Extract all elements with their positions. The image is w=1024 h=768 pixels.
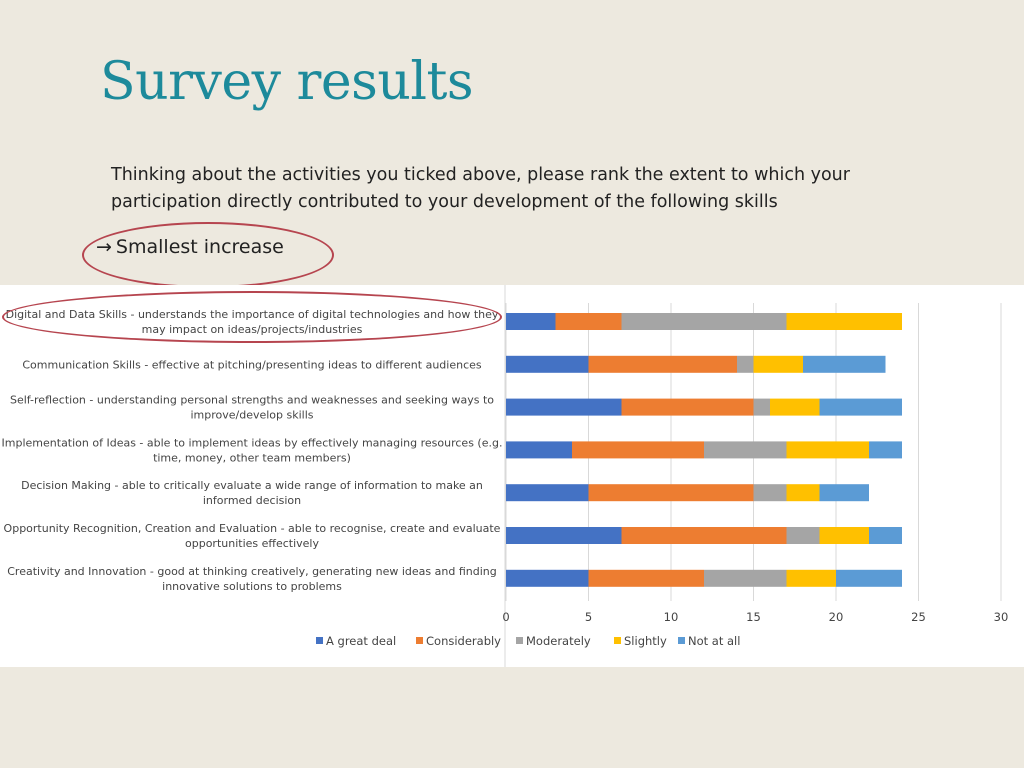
highlight-ellipse-digital-skills [2, 291, 502, 343]
legend-entry: Considerably [426, 634, 501, 648]
legend-entry: Slightly [624, 634, 667, 648]
bar-segment [803, 355, 886, 373]
category-label: improve/develop skills [190, 409, 313, 422]
bar-segment [786, 441, 869, 459]
bar-segment [506, 355, 589, 373]
legend-swatch [516, 637, 523, 644]
survey-question: Thinking about the activities you ticked… [111, 165, 850, 212]
x-tick-label: 20 [829, 610, 844, 624]
category-label: Implementation of Ideas - able to implem… [2, 436, 503, 449]
bar-segment [621, 398, 754, 416]
bar-segment [506, 484, 589, 502]
category-label: Decision Making - able to critically eva… [21, 479, 483, 492]
category-label: Self-reflection - understanding personal… [10, 394, 494, 407]
bar-segment [555, 313, 622, 330]
bar-segment [704, 441, 787, 459]
legend-entry: A great deal [326, 634, 396, 648]
bar-segment [786, 569, 836, 587]
bar-segment [506, 398, 622, 416]
bar-segment [753, 398, 770, 416]
bar-segment [506, 313, 556, 330]
bar-segment [819, 484, 869, 502]
bar-segment [704, 569, 787, 587]
bar-segment [819, 527, 869, 544]
legend-entry: Moderately [526, 634, 591, 648]
category-label: Creativity and Innovation - good at thin… [7, 565, 496, 578]
legend-swatch [316, 637, 323, 644]
legend-swatch [416, 637, 423, 644]
x-tick-label: 30 [994, 610, 1009, 624]
bar-segment [588, 355, 737, 373]
category-label: time, money, other team members) [153, 451, 351, 464]
x-tick-label: 15 [746, 610, 761, 624]
legend-entry: Not at all [688, 634, 740, 648]
bar-segment [588, 569, 704, 587]
stacked-bar-chart: Digital and Data Skills - understands th… [0, 285, 1024, 667]
bar-segment [869, 527, 902, 544]
bar-segment [621, 313, 787, 330]
x-tick-label: 5 [585, 610, 592, 624]
bar-segment [753, 355, 803, 373]
bar-segment [786, 313, 902, 330]
x-tick-label: 10 [664, 610, 679, 624]
bar-segment [572, 441, 704, 459]
chart-svg: Digital and Data Skills - understands th… [2, 285, 1009, 667]
category-label: Opportunity Recognition, Creation and Ev… [4, 522, 501, 535]
callout-highlight-ellipse [82, 222, 334, 288]
bar-segment [506, 441, 572, 459]
bar-segment [737, 355, 754, 373]
legend-swatch [614, 637, 621, 644]
bar-segment [753, 484, 787, 502]
bar-segment [836, 569, 902, 587]
bar-segment [786, 484, 820, 502]
bar-segment [506, 569, 589, 587]
bar-segment [588, 484, 754, 502]
x-tick-label: 25 [911, 610, 926, 624]
bar-segment [506, 527, 622, 544]
x-tick-label: 0 [502, 610, 509, 624]
slide-title: Survey results [100, 52, 474, 112]
category-label: Communication Skills - effective at pitc… [22, 358, 482, 371]
bar-segment [786, 527, 820, 544]
category-label: opportunities effectively [185, 537, 319, 550]
bar-segment [819, 398, 902, 416]
category-label: innovative solutions to problems [162, 580, 342, 593]
bar-segment [770, 398, 820, 416]
legend-swatch [678, 637, 685, 644]
bar-segment [621, 527, 787, 544]
category-label: informed decision [203, 494, 301, 507]
bar-segment [869, 441, 902, 459]
